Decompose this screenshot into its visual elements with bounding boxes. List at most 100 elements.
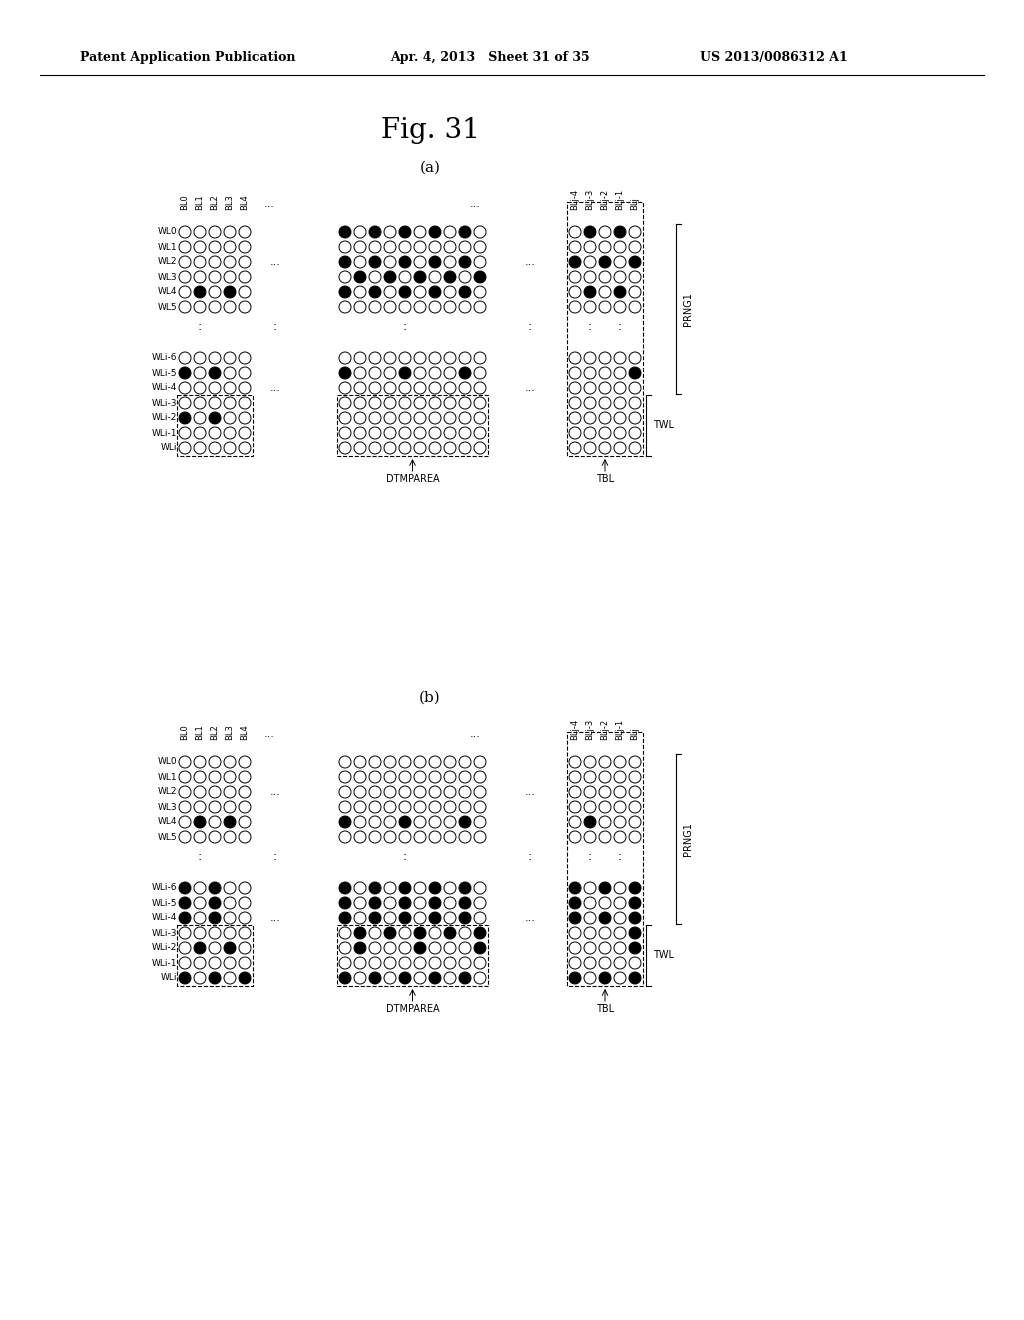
Circle shape — [474, 882, 486, 894]
Circle shape — [239, 882, 251, 894]
Circle shape — [629, 286, 641, 298]
Circle shape — [584, 927, 596, 939]
Circle shape — [414, 352, 426, 364]
Circle shape — [474, 756, 486, 768]
Text: BLj: BLj — [631, 727, 640, 741]
Circle shape — [459, 912, 471, 924]
Circle shape — [384, 912, 396, 924]
Circle shape — [474, 271, 486, 282]
Circle shape — [239, 412, 251, 424]
Circle shape — [414, 271, 426, 282]
Circle shape — [194, 771, 206, 783]
Circle shape — [474, 242, 486, 253]
Circle shape — [194, 756, 206, 768]
Circle shape — [209, 442, 221, 454]
Circle shape — [339, 442, 351, 454]
Circle shape — [569, 412, 581, 424]
Circle shape — [179, 226, 191, 238]
Circle shape — [239, 972, 251, 983]
Circle shape — [354, 771, 366, 783]
Circle shape — [194, 927, 206, 939]
Circle shape — [474, 352, 486, 364]
Circle shape — [354, 442, 366, 454]
Circle shape — [179, 271, 191, 282]
Text: WLi-5: WLi-5 — [152, 368, 177, 378]
Circle shape — [209, 226, 221, 238]
Text: WLi: WLi — [161, 444, 177, 453]
Circle shape — [384, 898, 396, 909]
Circle shape — [194, 352, 206, 364]
Circle shape — [239, 367, 251, 379]
Circle shape — [194, 226, 206, 238]
Circle shape — [339, 426, 351, 440]
Circle shape — [194, 286, 206, 298]
Circle shape — [414, 301, 426, 313]
Circle shape — [369, 442, 381, 454]
Circle shape — [429, 442, 441, 454]
Circle shape — [369, 785, 381, 799]
Circle shape — [459, 301, 471, 313]
Circle shape — [584, 912, 596, 924]
Circle shape — [584, 442, 596, 454]
Text: :: : — [272, 321, 278, 334]
Circle shape — [194, 972, 206, 983]
Circle shape — [399, 301, 411, 313]
Circle shape — [179, 898, 191, 909]
Circle shape — [179, 426, 191, 440]
Circle shape — [384, 286, 396, 298]
Circle shape — [459, 898, 471, 909]
Circle shape — [599, 442, 611, 454]
Circle shape — [599, 397, 611, 409]
Circle shape — [629, 397, 641, 409]
Circle shape — [614, 301, 626, 313]
Circle shape — [369, 301, 381, 313]
Circle shape — [209, 927, 221, 939]
Circle shape — [459, 426, 471, 440]
Circle shape — [354, 367, 366, 379]
Text: WLi-4: WLi-4 — [152, 913, 177, 923]
Circle shape — [629, 426, 641, 440]
Circle shape — [354, 756, 366, 768]
Circle shape — [369, 226, 381, 238]
Bar — [177, 925, 253, 986]
Circle shape — [599, 898, 611, 909]
Circle shape — [339, 898, 351, 909]
Bar — [567, 202, 643, 455]
Text: ...: ... — [524, 913, 536, 923]
Circle shape — [209, 912, 221, 924]
Circle shape — [569, 898, 581, 909]
Text: WL3: WL3 — [158, 803, 177, 812]
Circle shape — [384, 381, 396, 393]
Circle shape — [354, 898, 366, 909]
Circle shape — [209, 367, 221, 379]
Circle shape — [384, 442, 396, 454]
Text: BLj: BLj — [631, 197, 640, 210]
Circle shape — [399, 426, 411, 440]
Text: TBL: TBL — [596, 1005, 614, 1014]
Circle shape — [209, 816, 221, 828]
Text: WLi-1: WLi-1 — [152, 429, 177, 437]
Circle shape — [569, 352, 581, 364]
Circle shape — [569, 397, 581, 409]
Circle shape — [224, 898, 236, 909]
Text: BL1: BL1 — [196, 194, 205, 210]
Circle shape — [399, 942, 411, 954]
Circle shape — [584, 771, 596, 783]
Circle shape — [414, 286, 426, 298]
Circle shape — [179, 301, 191, 313]
Circle shape — [569, 442, 581, 454]
Circle shape — [444, 785, 456, 799]
Circle shape — [179, 972, 191, 983]
Circle shape — [614, 271, 626, 282]
Text: WLi-1: WLi-1 — [152, 958, 177, 968]
Circle shape — [569, 242, 581, 253]
Text: WLi-2: WLi-2 — [152, 413, 177, 422]
Circle shape — [399, 397, 411, 409]
Circle shape — [399, 242, 411, 253]
Circle shape — [209, 832, 221, 843]
Circle shape — [399, 832, 411, 843]
Circle shape — [224, 785, 236, 799]
Circle shape — [384, 397, 396, 409]
Circle shape — [354, 256, 366, 268]
Circle shape — [629, 832, 641, 843]
